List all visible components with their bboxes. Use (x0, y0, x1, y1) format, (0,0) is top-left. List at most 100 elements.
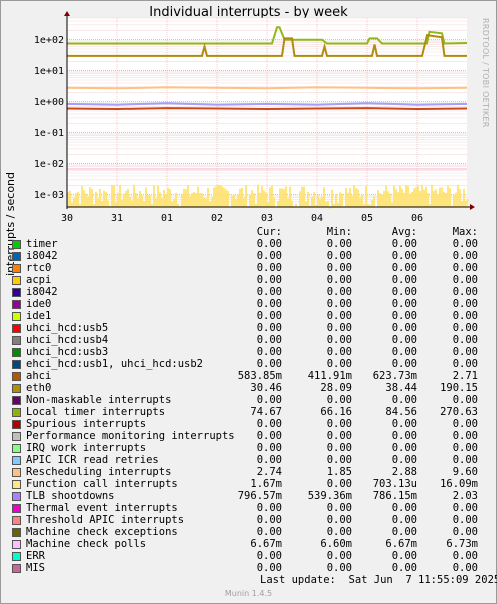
legend-label: Performance monitoring interrupts (26, 430, 235, 442)
legend-value-min: 0.00 (326, 430, 352, 442)
legend-value-max: 0.00 (452, 322, 478, 334)
legend-row: timer 0.00 0.00 0.00 0.00 (0, 238, 497, 250)
legend-value-cur: 0.00 (256, 442, 282, 454)
x-tick-label: 02 (211, 213, 223, 224)
legend-value-max: 0.00 (452, 442, 478, 454)
legend-value-min: 66.16 (320, 406, 352, 418)
legend-row: i8042 0.00 0.00 0.00 0.00 (0, 250, 497, 262)
legend-value-min: 0.00 (326, 322, 352, 334)
legend-row: i8042 0.00 0.00 0.00 0.00 (0, 286, 497, 298)
legend-swatch (12, 540, 21, 549)
legend-value-min: 0.00 (326, 502, 352, 514)
legend-value-avg: 0.00 (391, 334, 417, 346)
x-tick-label: 30 (61, 213, 73, 224)
legend-value-min: 0.00 (326, 262, 352, 274)
legend-value-cur: 0.00 (256, 238, 282, 250)
series-line (66, 102, 468, 106)
legend-swatch (12, 432, 21, 441)
legend-label: Non-maskable interrupts (26, 394, 172, 406)
legend-value-cur: 583.85m (237, 370, 282, 382)
legend-value-cur: 0.00 (256, 550, 282, 562)
legend-row: Performance monitoring interrupts 0.00 0.0… (0, 430, 497, 442)
legend-swatch (12, 252, 21, 261)
legend-value-avg: 0.00 (391, 526, 417, 538)
legend-value-cur: 0.00 (256, 334, 282, 346)
legend-swatch (12, 348, 21, 357)
y-tick-label: 1e+02 (34, 35, 64, 46)
legend-value-cur: 0.00 (256, 286, 282, 298)
legend-value-avg: 0.00 (391, 274, 417, 286)
legend-label: uhci_hcd:usb3 (26, 346, 109, 358)
legend-value-cur: 0.00 (256, 394, 282, 406)
legend-row: Machine check exceptions 0.00 0.00 0.00 0.00 (0, 526, 497, 538)
legend-value-max: 0.00 (452, 502, 478, 514)
legend-swatch (12, 444, 21, 453)
legend-value-min: 0.00 (326, 478, 352, 490)
legend-value-min: 0.00 (326, 286, 352, 298)
legend-value-avg: 0.00 (391, 238, 417, 250)
x-tick-label: 05 (361, 213, 373, 224)
x-tick-label: 06 (411, 213, 423, 224)
legend-value-min: 0.00 (326, 454, 352, 466)
legend-value-max: 0.00 (452, 346, 478, 358)
legend-label: uhci_hcd:usb4 (26, 334, 109, 346)
legend-value-min: 0.00 (326, 346, 352, 358)
munin-version: Munin 1.4.5 (224, 589, 273, 598)
legend-value-max: 0.00 (452, 454, 478, 466)
legend-value-max: 0.00 (452, 418, 478, 430)
legend-value-min: 0.00 (326, 310, 352, 322)
y-tick-label: 1e-02 (34, 159, 64, 170)
legend-swatch (12, 384, 21, 393)
legend-swatch (12, 324, 21, 333)
legend-value-min: 1.85 (326, 466, 352, 478)
legend-swatch (12, 300, 21, 309)
legend-value-cur: 0.00 (256, 322, 282, 334)
legend-value-avg: 0.00 (391, 346, 417, 358)
legend-value-min: 0.00 (326, 238, 352, 250)
series-line (67, 33, 467, 57)
legend-value-min: 0.00 (326, 526, 352, 538)
legend-value-cur: 0.00 (256, 298, 282, 310)
legend-value-avg: 0.00 (391, 394, 417, 406)
legend-value-max: 270.63 (440, 406, 478, 418)
legend-label: ide0 (26, 298, 52, 310)
legend-value-cur: 0.00 (256, 358, 282, 370)
legend-value-max: 0.00 (452, 394, 478, 406)
legend-row: Threshold APIC interrupts 0.00 0.00 0.00 0.0… (0, 514, 497, 526)
legend-swatch (12, 516, 21, 525)
legend-value-min: 0.00 (326, 334, 352, 346)
legend-label: uhci_hcd:usb5 (26, 322, 109, 334)
rrdtool-credit: RRDTOOL / TOBI OETIKER (481, 18, 490, 128)
legend-value-avg: 0.00 (391, 442, 417, 454)
legend-row: acpi 0.00 0.00 0.00 0.00 (0, 274, 497, 286)
legend-row: APIC ICR read retries 0.00 0.00 0.00 0.00 (0, 454, 497, 466)
legend-swatch (12, 468, 21, 477)
legend-swatch (12, 528, 21, 537)
graph-title: Individual interrupts - by week (149, 5, 348, 20)
legend-label: acpi (26, 274, 52, 286)
legend-row: Spurious interrupts 0.00 0.00 0.00 0.00 (0, 418, 497, 430)
legend-label: TLB shootdowns (26, 490, 115, 502)
legend-value-max: 6.73m (446, 538, 478, 550)
legend-row: uhci_hcd:usb5 0.00 0.00 0.00 0.00 (0, 322, 497, 334)
legend-swatch (12, 492, 21, 501)
legend-row: Function call interrupts 1.67m 0.00 703.13u… (0, 478, 497, 490)
legend-swatch (12, 312, 21, 321)
legend-value-cur: 0.00 (256, 514, 282, 526)
legend-row: MIS 0.00 0.00 0.00 0.00 (0, 562, 497, 574)
legend-value-max: 0.00 (452, 286, 478, 298)
legend-value-cur: 74.67 (250, 406, 282, 418)
legend-row: Thermal event interrupts 0.00 0.00 0.00 0.00 (0, 502, 497, 514)
legend-value-min: 0.00 (326, 274, 352, 286)
legend-row: ide0 0.00 0.00 0.00 0.00 (0, 298, 497, 310)
legend-value-min: 0.00 (326, 250, 352, 262)
legend-label: MIS (26, 562, 45, 574)
legend-value-cur: 0.00 (256, 454, 282, 466)
function-call-area (67, 184, 469, 209)
legend-row: ide1 0.00 0.00 0.00 0.00 (0, 310, 497, 322)
legend-value-cur: 0.00 (256, 418, 282, 430)
legend-value-max: 0.00 (452, 274, 478, 286)
legend-value-cur: 0.00 (256, 262, 282, 274)
last-update: Last update: Sat Jun 7 11:55:09 2025 (260, 574, 497, 586)
legend-label: Threshold APIC interrupts (26, 514, 185, 526)
